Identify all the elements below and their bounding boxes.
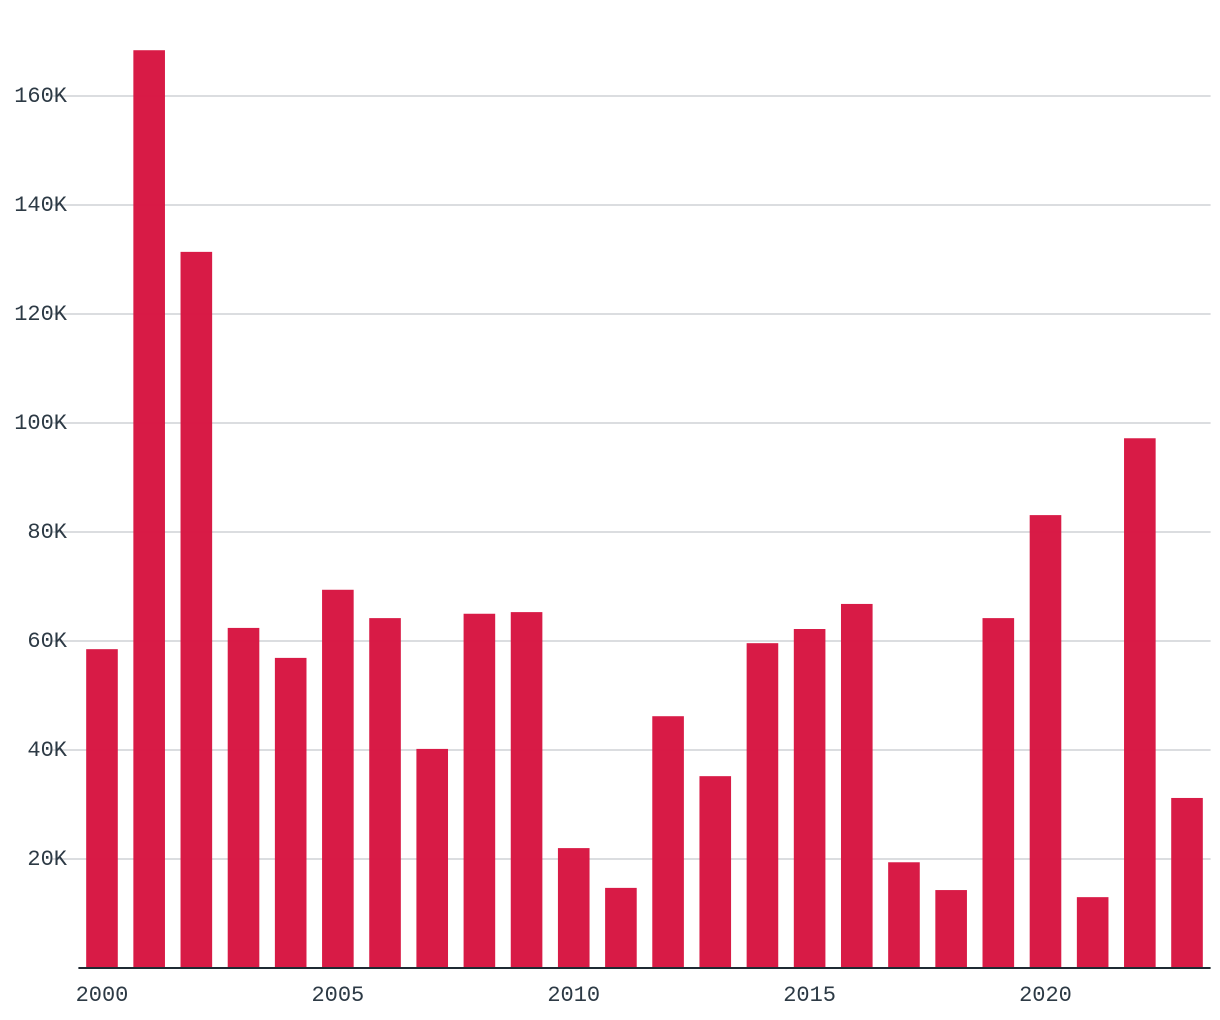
x-tick-label: 2020 [1019,983,1072,1008]
bar [605,887,637,968]
y-tick-label: 60K [27,629,67,654]
bar [416,748,449,968]
x-tick-label: 2005 [311,983,364,1008]
bar [510,612,543,968]
bar [463,613,496,968]
bar [369,618,401,968]
x-tick-label: 2010 [547,983,600,1008]
y-tick-label: 160K [14,84,68,109]
bar [1076,897,1109,968]
y-tick-label: 80K [27,520,67,545]
bar [652,716,684,968]
bar [746,643,779,968]
y-tick-label: 40K [27,738,67,763]
bar [1029,515,1062,968]
y-tick-label: 20K [27,847,67,872]
y-tick-label: 100K [14,411,68,436]
bar [1124,438,1156,968]
x-tick-label: 2000 [76,983,129,1008]
bar [982,618,1015,968]
bar [557,848,590,968]
bar [322,589,354,968]
bar [133,50,165,969]
bar [840,603,873,968]
bar [888,862,920,968]
y-tick-label: 140K [14,193,68,218]
bar [1171,797,1203,968]
x-tick-label: 2015 [783,983,836,1008]
bar [699,776,732,968]
bar [180,251,213,968]
bar [227,627,260,968]
bar [793,629,826,968]
bar [86,649,118,968]
bar [935,890,967,968]
y-tick-label: 120K [14,302,68,327]
bar [274,657,307,968]
